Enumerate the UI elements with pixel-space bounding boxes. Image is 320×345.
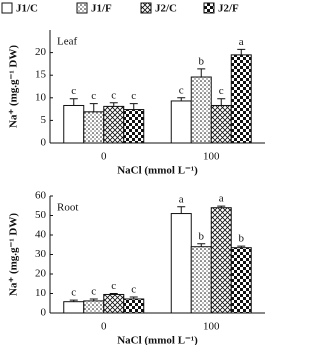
bar <box>170 213 192 314</box>
figure: J1/C J1/F J2/C J2/F Leaf Na⁺ (mg.g⁻¹ DW) NaCl … <box>1 2 265 345</box>
error-bar <box>237 245 246 248</box>
error-bar <box>109 102 118 107</box>
significance-letter: c <box>91 285 96 297</box>
x-tick-label: 0 <box>101 151 107 163</box>
legend-swatch <box>1 2 13 14</box>
y-tick-label: 40 <box>35 229 47 241</box>
bar <box>190 76 212 144</box>
bar <box>230 247 252 314</box>
error-bar <box>69 299 78 302</box>
significance-letter: b <box>239 233 245 245</box>
bar <box>210 104 232 144</box>
error-bar <box>89 103 98 112</box>
bar <box>210 207 232 314</box>
x-axis-title: NaCl (mmol L⁻¹) <box>117 335 198 345</box>
panel-label: Leaf <box>57 36 77 48</box>
bar <box>83 300 105 314</box>
x-tick-label: 100 <box>203 151 220 163</box>
y-tick-label: 30 <box>35 248 47 260</box>
y-tick-label: 20 <box>35 268 47 280</box>
error-bar <box>197 243 206 247</box>
error-bar <box>177 97 186 101</box>
legend-label: J1/F <box>91 3 112 15</box>
significance-letter: c <box>111 89 116 101</box>
y-tick-label: 0 <box>41 307 47 319</box>
y-axis-title: Na⁺ (mg.g⁻¹ DW) <box>8 45 20 128</box>
error-bar <box>89 298 98 301</box>
y-tick-label: 0 <box>41 137 47 149</box>
panel-label: Root <box>57 202 78 214</box>
bar <box>103 105 125 144</box>
x-tick-label: 100 <box>203 321 220 333</box>
bar <box>83 111 105 144</box>
legend-label: J2/F <box>218 3 239 15</box>
x-axis-title: NaCl (mmol L⁻¹) <box>117 165 198 177</box>
significance-letter: c <box>111 280 116 292</box>
significance-letter: a <box>219 193 224 205</box>
bar <box>170 100 192 144</box>
significance-letter: b <box>199 55 205 67</box>
significance-letter: a <box>239 36 244 48</box>
bar <box>63 104 85 144</box>
y-tick-label: 10 <box>35 91 47 103</box>
y-axis-title: Na⁺ (mg.g⁻¹ DW) <box>8 213 20 296</box>
y-tick-label: 10 <box>35 287 47 299</box>
error-bar <box>237 48 246 55</box>
significance-letter: b <box>199 230 205 242</box>
significance-letter: a <box>179 193 184 205</box>
bar <box>123 298 145 314</box>
error-bar <box>129 296 138 299</box>
error-bar <box>217 205 226 208</box>
bar <box>190 246 212 314</box>
error-bar <box>197 68 206 78</box>
x-tick-label: 0 <box>101 321 107 333</box>
significance-letter: c <box>131 284 136 296</box>
significance-letter: c <box>131 90 136 102</box>
significance-letter: c <box>71 287 76 299</box>
y-tick-label: 60 <box>35 190 47 202</box>
legend-swatch <box>140 2 152 14</box>
y-tick-label: 5 <box>41 114 47 126</box>
y-tick-label: 50 <box>35 209 47 221</box>
error-bar <box>69 98 78 106</box>
bar <box>230 54 252 144</box>
y-tick-label: 20 <box>35 46 47 58</box>
bar <box>103 293 125 314</box>
y-tick-label: 15 <box>35 69 47 81</box>
error-bar <box>177 206 186 214</box>
error-bar <box>217 98 226 106</box>
legend-label: J2/C <box>155 3 177 15</box>
significance-letter: c <box>179 84 184 96</box>
significance-letter: c <box>71 85 76 97</box>
legend-label: J1/C <box>16 3 38 15</box>
error-bar <box>129 103 138 110</box>
error-bar <box>109 293 118 295</box>
bar <box>63 301 85 314</box>
legend-swatch <box>203 2 215 14</box>
bar <box>123 109 145 144</box>
significance-letter: c <box>91 90 96 102</box>
significance-letter: c <box>219 85 224 97</box>
legend-swatch <box>76 2 88 14</box>
